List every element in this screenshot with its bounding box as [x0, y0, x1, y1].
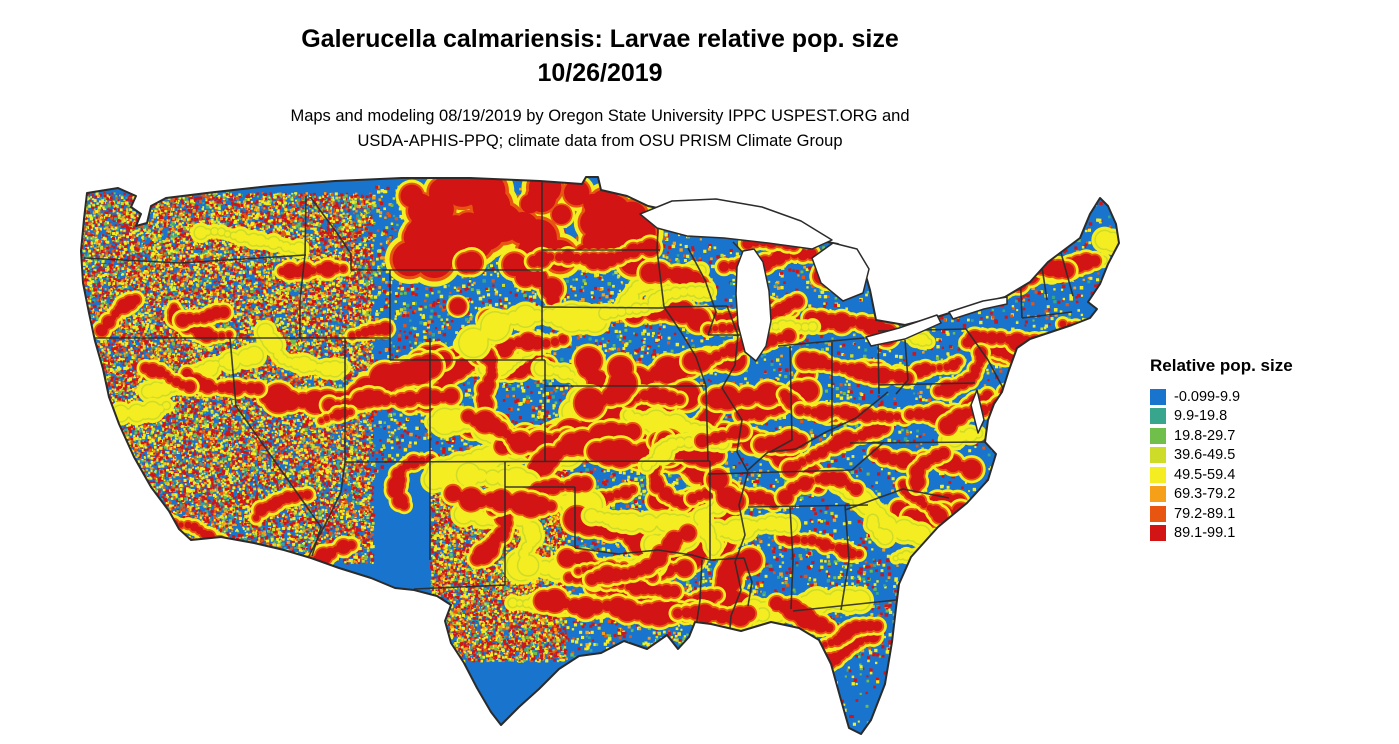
legend-title: Relative pop. size: [1150, 356, 1293, 375]
legend-swatch: [1150, 408, 1166, 425]
title-block: Galerucella calmariensis: Larvae relativ…: [0, 22, 1200, 154]
legend-swatch: [1150, 486, 1166, 503]
legend-item: -0.099-9.9: [1150, 387, 1293, 407]
legend-item: 69.3-79.2: [1150, 485, 1293, 505]
map-date: 10/26/2019: [537, 59, 663, 87]
map-title: Galerucella calmariensis: Larvae relativ…: [301, 25, 899, 53]
legend-item: 79.2-89.1: [1150, 504, 1293, 524]
legend-label: -0.099-9.9: [1174, 388, 1241, 405]
legend-label: 89.1-99.1: [1174, 525, 1236, 542]
legend-label: 79.2-89.1: [1174, 505, 1236, 522]
legend-swatch: [1150, 447, 1166, 464]
legend-item: 9.9-19.8: [1150, 407, 1293, 427]
legend-label: 9.9-19.8: [1174, 408, 1228, 425]
legend-swatch: [1150, 388, 1166, 405]
legend-label: 69.3-79.2: [1174, 486, 1236, 503]
legend-item: 19.8-29.7: [1150, 426, 1293, 446]
legend-swatch: [1150, 505, 1166, 522]
map-credit-line2: USDA-APHIS-PPQ; climate data from OSU PR…: [357, 132, 843, 150]
legend-item: 49.5-59.4: [1150, 465, 1293, 485]
legend-label: 49.5-59.4: [1174, 466, 1236, 483]
legend-swatch: [1150, 525, 1166, 542]
map-credit-line1: Maps and modeling 08/19/2019 by Oregon S…: [290, 107, 910, 125]
legend-swatch: [1150, 466, 1166, 483]
legend-item: 39.6-49.5: [1150, 446, 1293, 466]
legend-label: 19.8-29.7: [1174, 427, 1236, 444]
credits-block: Maps and modeling 08/19/2019 by Oregon S…: [0, 104, 1200, 154]
legend-items: -0.099-9.9 9.9-19.8 19.8-29.7 39.6-49.5 49.5…: [1150, 387, 1293, 543]
legend-swatch: [1150, 427, 1166, 444]
legend-label: 39.6-49.5: [1174, 447, 1236, 464]
legend-item: 89.1-99.1: [1150, 524, 1293, 544]
legend: Relative pop. size -0.099-9.9 9.9-19.8 19.…: [1150, 356, 1293, 543]
